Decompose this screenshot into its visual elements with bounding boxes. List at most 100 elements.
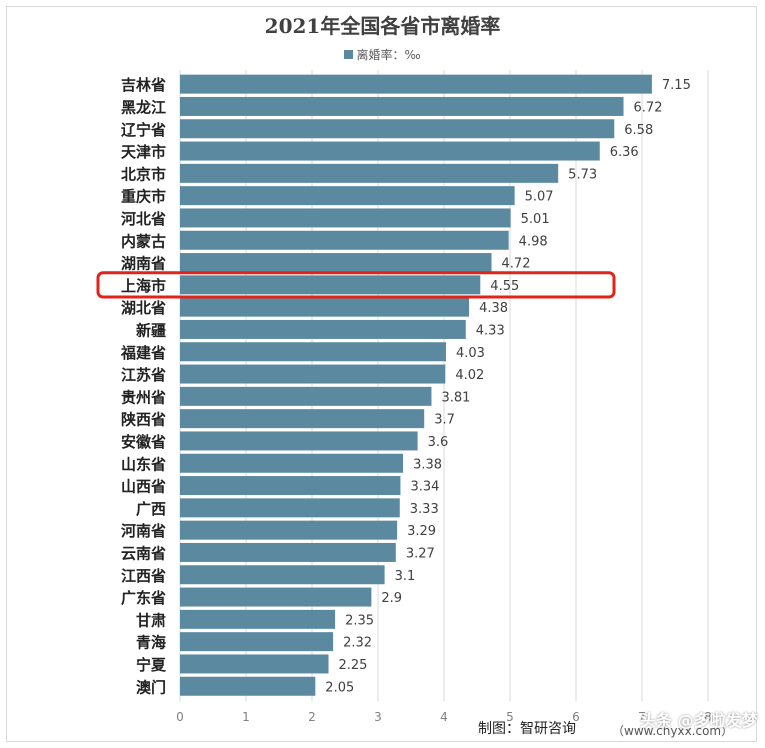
- category-label: 福建省: [120, 344, 166, 362]
- bar: [180, 676, 316, 696]
- chart-legend: 离婚率：‰: [0, 46, 765, 63]
- category-label: 云南省: [121, 544, 166, 562]
- bar: [180, 230, 509, 250]
- bar: [180, 476, 401, 496]
- bar: [180, 208, 511, 228]
- bar: [180, 141, 600, 161]
- bar: [180, 186, 515, 206]
- category-label: 湖南省: [121, 255, 166, 273]
- bar: [180, 632, 334, 652]
- category-label: 安徽省: [121, 433, 166, 451]
- value-label: 3.81: [441, 390, 470, 405]
- bar: [180, 74, 652, 94]
- category-label: 甘肃: [136, 611, 166, 629]
- category-label: 广东省: [121, 589, 166, 607]
- bar: [180, 431, 418, 451]
- value-label: 7.15: [662, 78, 691, 93]
- bar: [180, 453, 404, 473]
- bar: [180, 297, 470, 317]
- bar: [180, 364, 446, 384]
- value-label: 4.38: [479, 301, 508, 316]
- legend-swatch: [344, 50, 354, 59]
- value-label: 2.32: [343, 636, 372, 651]
- bar: [180, 253, 492, 273]
- category-label: 河北省: [121, 210, 166, 228]
- x-tick-label: 7: [638, 710, 646, 724]
- x-tick-label: 8: [704, 710, 712, 724]
- chart-frame: [6, 6, 757, 742]
- value-label: 4.98: [519, 234, 548, 249]
- category-label: 山西省: [121, 478, 166, 496]
- category-label: 贵州省: [121, 388, 166, 406]
- value-label: 3.38: [413, 457, 442, 472]
- bar: [180, 319, 466, 339]
- category-label: 新疆: [136, 321, 166, 339]
- bar: [180, 565, 385, 585]
- footer-source: 制图：智研咨询: [478, 721, 576, 737]
- category-label: 重庆市: [121, 188, 166, 206]
- category-label: 广西: [136, 500, 166, 518]
- value-label: 3.29: [407, 524, 436, 539]
- category-label: 河南省: [121, 522, 166, 540]
- x-tick-label: 4: [440, 710, 448, 724]
- value-label: 6.72: [634, 100, 663, 115]
- category-label: 湖北省: [121, 299, 166, 317]
- value-label: 6.36: [610, 145, 639, 160]
- chart-title: 2021年全国各省市离婚率: [264, 14, 501, 38]
- category-label: 宁夏: [136, 656, 167, 674]
- bar: [180, 119, 615, 139]
- category-label: 内蒙古: [121, 232, 166, 250]
- x-tick-label: 6: [572, 710, 580, 724]
- x-tick-label: 2: [308, 710, 316, 724]
- value-label: 3.33: [410, 502, 439, 517]
- value-label: 3.7: [434, 413, 455, 428]
- legend-label: 离婚率：‰: [356, 48, 421, 62]
- category-label: 山东省: [121, 455, 166, 473]
- footer-site: （www.chyxx.com）: [612, 724, 734, 738]
- category-label: 北京市: [121, 165, 166, 183]
- value-label: 3.34: [410, 480, 439, 495]
- category-label: 天津市: [121, 143, 166, 161]
- value-label: 4.33: [476, 323, 505, 338]
- value-label: 2.25: [339, 658, 368, 673]
- value-label: 4.03: [456, 346, 485, 361]
- value-label: 2.35: [345, 613, 374, 628]
- value-label: 4.55: [490, 279, 519, 294]
- value-label: 5.01: [521, 212, 550, 227]
- value-label: 5.73: [568, 167, 597, 182]
- category-label: 上海市: [121, 277, 166, 295]
- category-label: 江西省: [121, 567, 166, 585]
- x-tick-label: 3: [374, 710, 382, 724]
- value-label: 3.1: [395, 569, 416, 584]
- watermark-text: 头条 @多啦发梦: [640, 711, 758, 730]
- value-label: 5.07: [525, 190, 554, 205]
- bar: [180, 520, 398, 540]
- value-label: 2.05: [325, 680, 354, 695]
- bar: [180, 498, 400, 518]
- x-tick-label: 1: [242, 710, 250, 724]
- bar: [180, 342, 446, 362]
- x-tick-label: 5: [506, 710, 514, 724]
- bar: [180, 654, 329, 674]
- value-label: 4.02: [455, 368, 484, 383]
- value-label: 6.58: [624, 123, 653, 138]
- category-label: 辽宁省: [121, 121, 166, 139]
- bar: [180, 163, 559, 183]
- category-label: 江苏省: [121, 366, 166, 384]
- value-label: 4.72: [502, 257, 531, 272]
- bar: [180, 386, 432, 406]
- bar: [180, 96, 624, 116]
- bar: [180, 275, 481, 295]
- category-label: 澳门: [136, 678, 166, 696]
- value-label: 3.6: [428, 435, 449, 450]
- bar: [180, 609, 336, 629]
- value-label: 2.9: [381, 591, 402, 606]
- category-label: 吉林省: [121, 76, 166, 94]
- bar: [180, 542, 396, 562]
- bar: [180, 409, 425, 429]
- value-label: 3.27: [406, 546, 435, 561]
- category-label: 陕西省: [121, 411, 166, 429]
- category-label: 青海: [136, 634, 166, 652]
- highlight-box: [96, 271, 616, 299]
